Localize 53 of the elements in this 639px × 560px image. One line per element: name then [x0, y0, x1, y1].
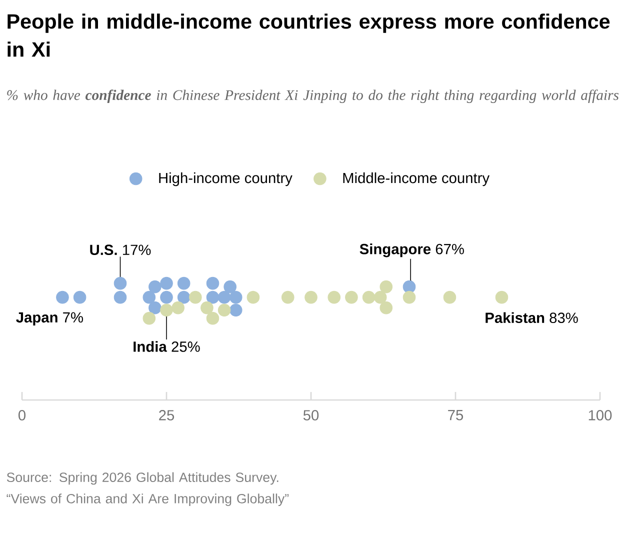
- point: [142, 312, 156, 325]
- point: [160, 290, 173, 304]
- point: [224, 280, 236, 294]
- x-tick-label: 50: [303, 410, 319, 420]
- point: [206, 276, 220, 290]
- legend-label: Middle-income country: [343, 172, 490, 186]
- point: [114, 276, 127, 290]
- x-tick-label: 0: [18, 410, 26, 420]
- point: [148, 280, 162, 294]
- point: [380, 301, 393, 314]
- x-tick-label: 25: [159, 410, 174, 420]
- point: [56, 290, 69, 304]
- point: [281, 290, 294, 304]
- point: [345, 290, 358, 304]
- annotation: U.S. 17%: [90, 244, 151, 256]
- point: [160, 276, 173, 290]
- point: [402, 280, 416, 294]
- legend-label: High-income country: [159, 172, 292, 186]
- point: [189, 290, 202, 304]
- point: [200, 301, 214, 314]
- point: [328, 290, 341, 304]
- point: [160, 304, 173, 317]
- point: [177, 276, 190, 290]
- point: [206, 290, 220, 304]
- annotation: Singapore 67%: [360, 243, 464, 258]
- point: [73, 290, 86, 304]
- chart-subtitle: % who have confidence in Chinese President Xi Jinping to do the right thing regarding world affairs: [7, 90, 619, 104]
- point: [172, 301, 184, 314]
- point: [177, 290, 190, 304]
- source-note: Source: Spring 2026 Global Attitudes Survey.: [6, 472, 278, 485]
- annotation: Pakistan 83%: [486, 312, 578, 324]
- point: [304, 290, 318, 304]
- point: [218, 304, 231, 317]
- x-tick-label: 100: [588, 410, 612, 420]
- text: “Views of China and Xi Are Improving Globally”: [6, 494, 289, 506]
- x-tick-label: 75: [448, 410, 464, 420]
- point: [114, 290, 127, 304]
- point: [374, 290, 387, 304]
- annotation: India 25%: [134, 341, 200, 352]
- point: [148, 301, 162, 314]
- point: [229, 290, 242, 304]
- point: [362, 290, 376, 304]
- point: [380, 280, 393, 294]
- point: [246, 290, 260, 304]
- point: [495, 290, 508, 304]
- point: [142, 290, 156, 304]
- point: [402, 290, 416, 304]
- point: [229, 304, 242, 317]
- point: [443, 290, 456, 304]
- point: [206, 312, 220, 325]
- chart-title: People in middle-income countries express more confidence in Xi: [8, 14, 610, 57]
- point: [218, 290, 231, 304]
- annotation: Japan 7%: [16, 312, 83, 326]
